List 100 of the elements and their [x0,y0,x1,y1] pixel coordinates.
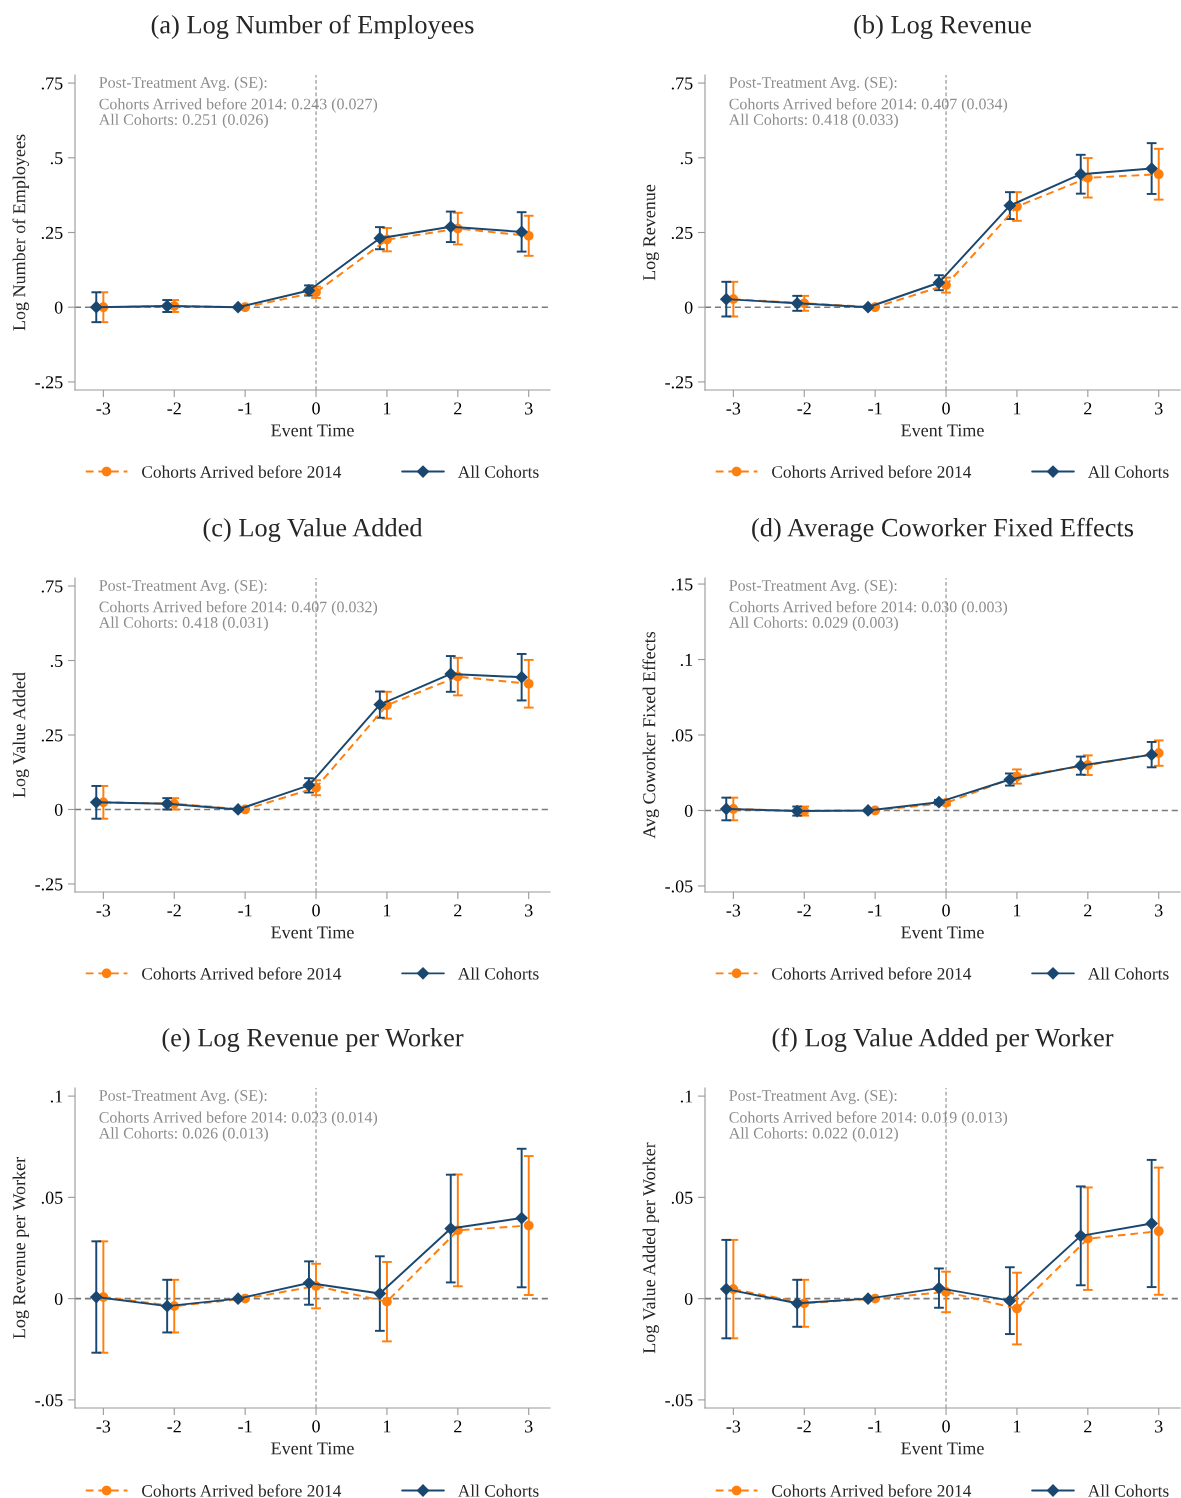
point [932,1281,946,1295]
point [719,1282,733,1296]
y-tick-label: 0 [684,1292,693,1306]
x-tick-label: 3 [1155,904,1163,917]
x-axis-title: Event Time [901,1442,984,1455]
point [373,698,387,711]
point [444,667,458,681]
point [861,300,875,314]
point [515,670,529,684]
point [790,1296,804,1310]
y-tick-label: 0 [54,301,63,314]
point [1074,759,1088,773]
legend-label: All Cohorts [457,1484,539,1497]
point [231,300,245,314]
y-tick-label: .1 [50,1090,63,1103]
annotation: All Cohorts: 0.022 (0.012) [728,1127,898,1142]
point [444,220,458,234]
point [1003,1294,1017,1308]
annotation: All Cohorts: 0.026 (0.013) [98,1127,268,1142]
y-tick-label: -.05 [665,880,693,893]
y-tick-label: 0 [54,1292,63,1306]
point [1153,169,1164,180]
x-tick-label: -3 [96,904,111,917]
annotation: Cohorts Arrived before 2014: 0.023 (0.014) [99,1111,378,1127]
x-tick-label: 3 [1155,1420,1163,1433]
chart-title: (d) Average Coworker Fixed Effects [752,517,1134,543]
y-tick-label: -.25 [35,878,63,891]
y-axis-title: Avg Coworker Fixed Effects [642,631,660,839]
x-tick-label: 2 [454,402,462,415]
chart-title: (c) Log Value Added [203,518,423,543]
x-tick-label: -2 [167,904,181,917]
chart-title: (a) Log Number of Employees [151,14,474,40]
annotation: Post-Treatment Avg. (SE): [729,76,897,92]
y-tick-label: .25 [41,226,63,240]
chart-title: (f) Log Value Added per Worker [772,1027,1114,1053]
x-axis-title: Event Time [271,424,354,437]
point [302,1276,316,1290]
y-tick-label: .25 [671,226,693,240]
point [1153,1226,1164,1237]
annotation: Post-Treatment Avg. (SE): [99,1089,267,1105]
annotation: Post-Treatment Avg. (SE): [729,1089,897,1105]
annotation: All Cohorts: 0.418 (0.031) [98,616,268,632]
x-tick-label: -1 [868,904,882,917]
legend-label: All Cohorts [1087,1484,1169,1497]
x-tick-label: -3 [726,1420,741,1433]
legend-label: All Cohorts [457,967,539,980]
y-tick-label: .1 [680,653,693,667]
x-tick-label: 1 [384,904,391,917]
y-tick-label: -.05 [665,1394,693,1407]
y-tick-label: .05 [41,1191,63,1204]
point [523,678,534,689]
y-tick-label: 0 [54,803,63,816]
point [373,1287,387,1300]
point [382,1296,392,1307]
point [231,1292,245,1306]
point [1074,167,1088,181]
point [1003,199,1017,212]
y-tick-label: .75 [41,77,63,90]
y-tick-label: .25 [41,729,63,742]
x-tick-label: 3 [525,402,533,415]
y-axis-title: Log Revenue [643,184,660,281]
x-tick-label: 0 [942,904,950,917]
point [444,1222,458,1235]
legend-label: Cohorts Arrived before 2014 [142,967,342,980]
point [719,802,733,816]
x-tick-label: -2 [797,904,811,917]
x-tick-label: -1 [868,1420,882,1433]
x-tick-label: -1 [238,1420,252,1433]
point [1145,1217,1159,1230]
y-tick-label: .5 [50,152,63,165]
annotation: Post-Treatment Avg. (SE): [729,579,897,595]
x-tick-label: -1 [238,402,252,415]
y-axis-title: Log Value Added [12,672,30,798]
x-tick-label: -2 [167,1420,181,1433]
point [160,1299,174,1313]
x-tick-label: -3 [726,402,741,415]
x-tick-label: 0 [312,1420,320,1433]
point [1145,748,1159,762]
x-tick-label: 2 [454,1420,462,1433]
x-tick-label: 1 [384,402,391,415]
x-tick-label: -3 [96,402,111,415]
point [1145,162,1159,175]
y-tick-label: 0 [684,804,693,817]
legend-label: All Cohorts [1087,967,1169,980]
annotation: Post-Treatment Avg. (SE): [99,579,267,595]
x-axis-title: Event Time [901,926,984,939]
x-tick-label: 3 [525,904,533,917]
y-tick-label: .5 [680,152,693,165]
y-tick-label: .5 [50,654,63,668]
x-axis-title: Event Time [271,926,354,939]
chart-title: (b) Log Revenue [854,15,1031,40]
x-axis-title: Event Time [901,424,984,437]
x-tick-label: 3 [1155,402,1163,415]
x-tick-label: -3 [726,904,741,917]
y-tick-label: .05 [671,1191,693,1204]
x-tick-label: 0 [942,1420,950,1433]
legend-label: Cohorts Arrived before 2014 [772,465,972,478]
x-tick-label: 1 [1014,1420,1021,1433]
y-tick-label: -.25 [665,376,693,389]
x-tick-label: 1 [1014,904,1021,917]
